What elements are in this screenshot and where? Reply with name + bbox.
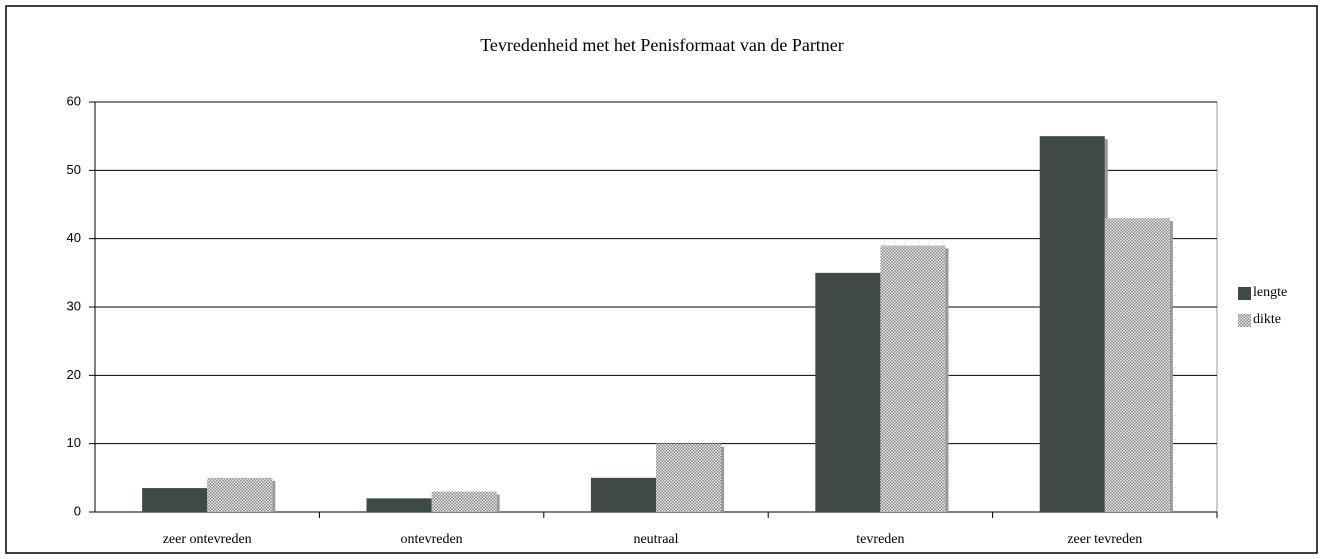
bar xyxy=(880,245,946,512)
bar xyxy=(656,443,722,512)
y-tick-label: 10 xyxy=(67,435,81,450)
y-tick-label: 20 xyxy=(67,367,81,382)
bar-shadow xyxy=(721,446,725,512)
bar xyxy=(815,272,881,512)
legend-label: dikte xyxy=(1253,312,1281,327)
bar xyxy=(366,498,432,512)
bar-shadow xyxy=(945,248,949,512)
legend-swatch xyxy=(1238,287,1251,300)
bar xyxy=(1039,136,1105,512)
bar xyxy=(431,491,497,512)
x-tick-label: ontevreden xyxy=(400,532,462,547)
legend-label: lengte xyxy=(1253,285,1287,300)
y-tick-label: 40 xyxy=(67,230,81,245)
chart-title: Tevredenheid met het Penisformaat van de… xyxy=(480,35,844,55)
x-tick-label: neutraal xyxy=(633,532,678,547)
bar-shadow xyxy=(272,480,276,512)
x-tick-label: zeer ontevreden xyxy=(163,532,252,547)
y-tick-label: 60 xyxy=(67,93,81,108)
bar xyxy=(1104,218,1170,512)
bar-shadow xyxy=(1169,221,1173,512)
y-tick-label: 0 xyxy=(74,503,81,518)
bar xyxy=(590,477,656,512)
bar xyxy=(142,488,208,512)
legend-swatch xyxy=(1238,314,1251,327)
bar-shadow xyxy=(496,494,500,512)
bar xyxy=(207,477,273,512)
x-tick-label: tevreden xyxy=(856,532,904,547)
x-tick-label: zeer tevreden xyxy=(1067,532,1142,547)
y-tick-label: 50 xyxy=(67,162,81,177)
y-tick-label: 30 xyxy=(67,298,81,313)
